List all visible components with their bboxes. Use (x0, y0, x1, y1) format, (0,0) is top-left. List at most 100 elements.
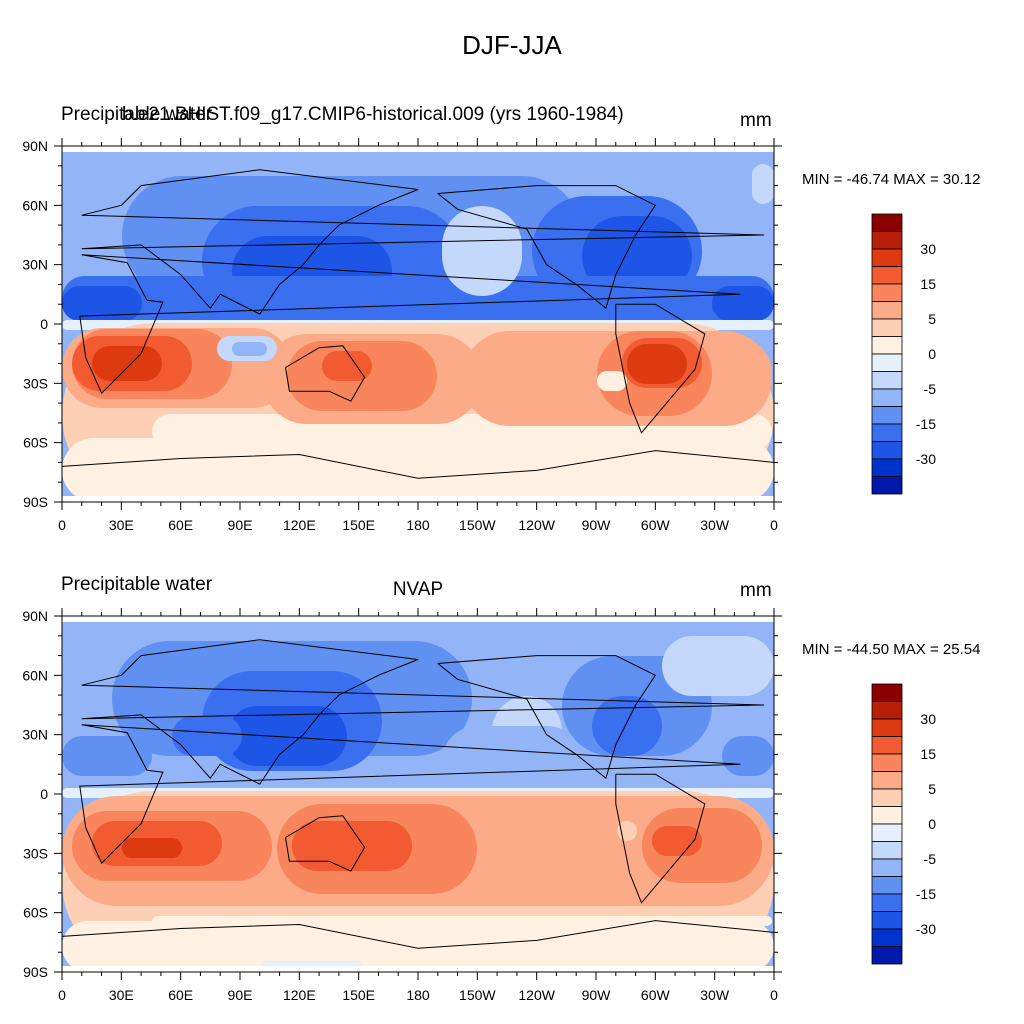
colorbar-box (871, 283, 903, 302)
contour-band (722, 736, 774, 776)
panel-1-minmax: MIN = -46.74 MAX = 30.12 (802, 171, 981, 188)
colorbar-box (871, 266, 903, 285)
x-tick-label: 120E (283, 987, 316, 1003)
x-tick-label: 150E (342, 517, 375, 533)
coastline (81, 639, 765, 785)
y-tick-label: 60N (22, 197, 48, 213)
colorbar-label: 0 (928, 346, 936, 362)
x-tick-label: 180 (406, 517, 430, 533)
colorbar-box (871, 318, 903, 337)
coastline (615, 303, 706, 434)
contour-band (232, 342, 267, 356)
x-tick-label: 30E (109, 987, 134, 1003)
coastline (79, 724, 741, 865)
x-tick-label: 60E (168, 987, 193, 1003)
coastline (615, 773, 706, 904)
coastline (285, 815, 366, 872)
panel-1-units: mm (740, 110, 772, 131)
panel-2-units: mm (740, 580, 772, 601)
contour-field-2 (62, 616, 774, 972)
contour-band (652, 826, 702, 856)
colorbar-box (871, 336, 903, 355)
map-panel-2: 0 30E 60E 90E 120E 150E 180 150W 120W 90W 60W 30W 09… (22, 608, 936, 1003)
x-tick-label: 120W (518, 987, 555, 1003)
map-panel-1: 0 30E 60E 90E 120E 150E 180 150W 120W 90W 60W 30W 09… (22, 138, 936, 533)
y-tick-label: 30S (23, 375, 48, 391)
colorbar-box (871, 301, 903, 320)
contour-band (122, 838, 182, 858)
y-tick-label: 30N (22, 727, 48, 743)
x-tick-label: 120W (518, 517, 555, 533)
colorbar-box (871, 441, 903, 460)
colorbar-box (871, 806, 903, 825)
contour-band (62, 438, 774, 502)
x-tick-label: 0 (770, 987, 778, 1003)
x-tick-label: 60E (168, 517, 193, 533)
y-tick-label: 90N (22, 608, 48, 624)
coastline (62, 920, 774, 949)
y-tick-label: 90N (22, 138, 48, 154)
colorbar-box (871, 928, 903, 947)
x-tick-label: 0 (770, 517, 778, 533)
colorbar-box (871, 371, 903, 390)
colorbar-box (871, 683, 903, 702)
coastline (79, 254, 741, 395)
x-tick-label: 120E (283, 517, 316, 533)
colorbar-box (871, 893, 903, 912)
colorbar-label: -5 (924, 851, 937, 867)
x-tick-label: 30W (700, 517, 730, 533)
x-tick-label: 150W (459, 517, 496, 533)
colorbar-box (871, 841, 903, 860)
y-tick-label: 60N (22, 667, 48, 683)
colorbar-box (871, 823, 903, 842)
colorbar-box (871, 388, 903, 407)
y-tick-label: 60S (23, 905, 48, 921)
y-tick-label: 60S (23, 435, 48, 451)
y-tick-label: 90S (23, 494, 48, 510)
y-tick-label: 30S (23, 845, 48, 861)
colorbar-label: 30 (920, 711, 936, 727)
colorbar-box (871, 353, 903, 372)
x-tick-label: 90W (582, 517, 612, 533)
contour-band (292, 821, 412, 871)
contour-band (597, 371, 627, 391)
x-tick-label: 30W (700, 987, 730, 1003)
colorbar-label: 0 (928, 816, 936, 832)
contour-band (62, 276, 774, 321)
colorbar-label: 15 (920, 746, 936, 762)
contour-band (322, 351, 372, 381)
contour-band (92, 346, 162, 381)
coastline (285, 345, 366, 402)
colorbar-label: -15 (916, 886, 936, 902)
y-tick-label: 0 (40, 786, 48, 802)
x-tick-label: 90W (582, 987, 612, 1003)
coastline (62, 450, 774, 479)
x-tick-label: 150W (459, 987, 496, 1003)
contour-band (712, 286, 774, 321)
colorbar-label: 15 (920, 276, 936, 292)
colorbar-box (871, 476, 903, 495)
colorbar-2: 30 15 5 0 -5 -15 -30 (871, 683, 937, 965)
panel-1-case-title: b.e21.BHIST.f09_g17.CMIP6-historical.009… (122, 104, 624, 125)
colorbar-label: -30 (916, 921, 936, 937)
x-tick-label: 0 (58, 517, 66, 533)
colorbar-box (871, 753, 903, 772)
x-tick-label: 60W (641, 987, 671, 1003)
coastline (437, 655, 657, 780)
colorbar-label: 5 (928, 781, 936, 797)
panel-2-minmax: MIN = -44.50 MAX = 25.54 (802, 641, 981, 658)
contour-band (442, 206, 522, 296)
x-tick-label: 180 (406, 987, 430, 1003)
coastline (81, 169, 765, 315)
x-tick-label: 30E (109, 517, 134, 533)
contour-band (662, 636, 774, 696)
colorbar-box (871, 771, 903, 790)
colorbar-label: 30 (920, 241, 936, 257)
colorbar-box (871, 458, 903, 477)
colorbar-box (871, 213, 903, 232)
colorbar-label: -15 (916, 416, 936, 432)
contour-band (62, 736, 152, 776)
contour-band (592, 696, 662, 756)
coastline (437, 185, 657, 310)
